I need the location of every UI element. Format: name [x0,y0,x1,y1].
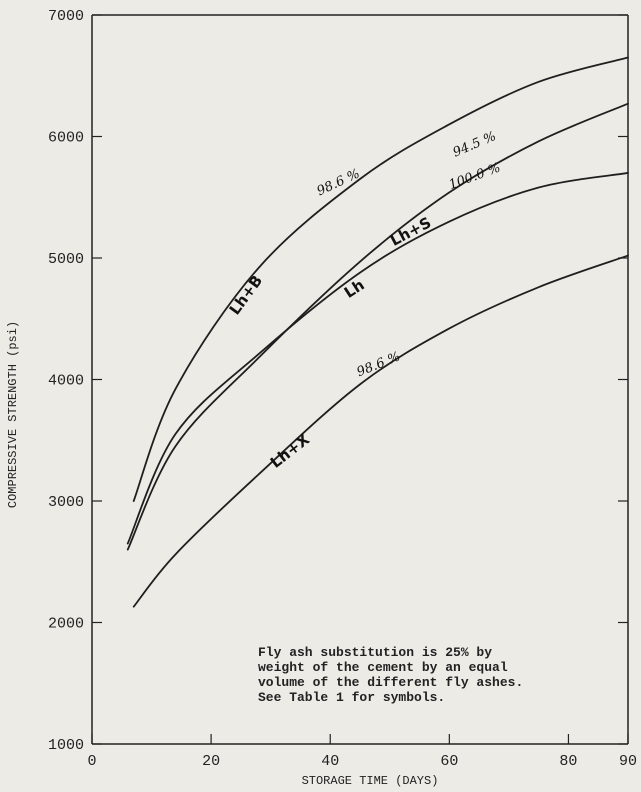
series-group [126,56,629,608]
series-line-lh-s [126,102,629,551]
series-line-lh-x [132,254,629,608]
series-percent-label: 98.6 % [355,349,403,380]
note-line: weight of the cement by an equal [258,660,508,675]
y-axis-label: COMPRESSIVE STRENGTH (psi) [6,321,20,508]
series-percent-label: 94.5 % [451,129,499,161]
series-name-label: Lh+B [226,272,267,318]
x-tick-label: 80 [559,753,577,770]
x-tick-label: 20 [202,753,220,770]
y-tick-label: 7000 [48,8,84,25]
series-line-lh-b [132,56,629,502]
y-tick-label: 4000 [48,373,84,390]
note-line: volume of the different fly ashes. [258,675,523,690]
series-name-label: Lh+X [267,430,313,472]
y-tick-label: 6000 [48,130,84,147]
y-tick-label: 3000 [48,494,84,511]
y-tick-label: 1000 [48,737,84,754]
series-name-label: Lh [341,276,368,302]
x-axis-label: STORAGE TIME (DAYS) [302,774,439,788]
ticks-group: 1000 2000 3000 4000 5000 6000 7000 0 20 40 60 80 90 [48,8,637,770]
y-tick-label: 2000 [48,616,84,633]
y-tick-label: 5000 [48,251,84,268]
series-name-label: Lh+S [387,213,434,249]
x-tick-label: 40 [321,753,339,770]
x-tick-label: 60 [440,753,458,770]
x-tick-label: 0 [87,753,96,770]
x-tick-label: 90 [619,753,637,770]
note-line: Fly ash substitution is 25% by [258,645,492,660]
series-percent-label: 100.0 % [447,160,503,192]
series-line-lh [126,172,629,545]
note-line: See Table 1 for symbols. [258,690,445,705]
